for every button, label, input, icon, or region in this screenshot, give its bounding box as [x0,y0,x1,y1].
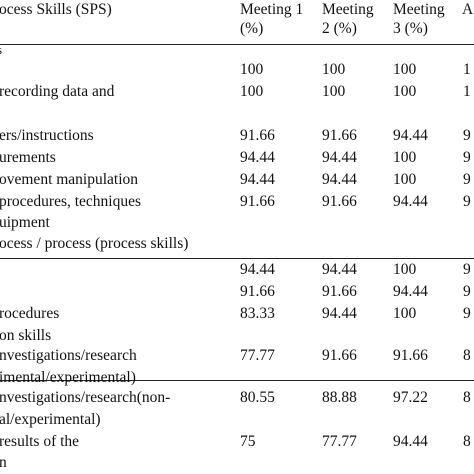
cell-v1: 94.44 [240,171,275,188]
cell-v1: 94.44 [240,261,275,278]
row-label: uipment [0,214,50,231]
header-aspect: ocess Skills (SPS) [0,1,112,18]
cell-v4: 1 [463,61,471,78]
cell-v2: 91.66 [322,347,357,364]
cell-v3: 94.44 [393,127,428,144]
cell-v2: 94.44 [322,305,357,322]
row-label: al/experimental) [0,411,101,428]
cell-v4: 9 [463,283,471,300]
cell-v2: 94.44 [322,261,357,278]
cell-v1: 100 [240,61,264,78]
row-label: imental/experimental) [0,369,136,386]
cell-v3: 100 [393,61,417,78]
row-label: ers/instructions [0,127,94,144]
header-meeting-2-line-2: 2 (%) [322,20,357,37]
cell-v1: 80.55 [240,389,275,406]
row-label: nvestigations/research(non- [0,389,171,406]
cell-v3: 100 [393,83,417,100]
header-meeting-3-line-1: Meeting [393,1,445,18]
header-meeting-4-partial: A [462,1,474,18]
cell-v3: 100 [393,305,417,322]
cell-v2: 91.66 [322,127,357,144]
cell-v3: 91.66 [393,347,428,364]
row-label: results of the [0,433,80,450]
cell-v4: 8 [463,389,471,406]
cell-v2: 88.88 [322,389,357,406]
cell-v2: 100 [322,61,346,78]
cell-v3: 100 [393,149,417,166]
header-meeting-3-line-2: 3 (%) [393,20,428,37]
cell-v4: 8 [463,347,471,364]
row-label: recording data and [0,83,115,100]
cell-v2: 94.44 [322,171,357,188]
row-label: nvestigations/research [0,347,137,364]
cell-v4: 8 [463,433,471,450]
cell-v3: 97.22 [393,389,428,406]
cell-v2: 91.66 [322,283,357,300]
header-meeting-1-line-1: Meeting 1 [240,1,304,18]
cell-v1: 83.33 [240,305,275,322]
cell-v2: 94.44 [322,149,357,166]
cell-v4: 1 [463,83,471,100]
cell-v1: 94.44 [240,149,275,166]
row-label: ocess / process (process skills) [0,235,189,252]
row-label: procedures, techniques [0,193,142,210]
cell-v1: 75 [240,433,256,450]
cell-v1: 91.66 [240,283,275,300]
section-rule-investigation [0,380,474,381]
header-rule [0,44,474,45]
row-label: n [0,454,7,471]
section-mark: s [0,43,2,56]
cell-v2: 77.77 [322,433,357,450]
section-rule-process [0,258,474,259]
cell-v3: 94.44 [393,283,428,300]
header-meeting-2-line-1: Meeting [322,1,374,18]
cell-v4: 9 [463,305,471,322]
cell-v4: 9 [463,193,471,210]
cell-v1: 91.66 [240,127,275,144]
row-label: on skills [0,327,52,344]
header-meeting-1-line-2: (%) [240,20,264,37]
cell-v2: 91.66 [322,193,357,210]
cell-v3: 94.44 [393,193,428,210]
cell-v4: 9 [463,171,471,188]
cell-v3: 100 [393,261,417,278]
cell-v4: 9 [463,261,471,278]
row-label: rocedures [0,305,60,322]
cell-v1: 91.66 [240,193,275,210]
cell-v4: 9 [463,127,471,144]
cell-v3: 94.44 [393,433,428,450]
row-label: urements [0,149,56,166]
cell-v1: 100 [240,83,264,100]
cell-v3: 100 [393,171,417,188]
cell-v2: 100 [322,83,346,100]
cell-v1: 77.77 [240,347,275,364]
cell-v4: 9 [463,149,471,166]
row-label: ovement manipulation [0,171,139,188]
